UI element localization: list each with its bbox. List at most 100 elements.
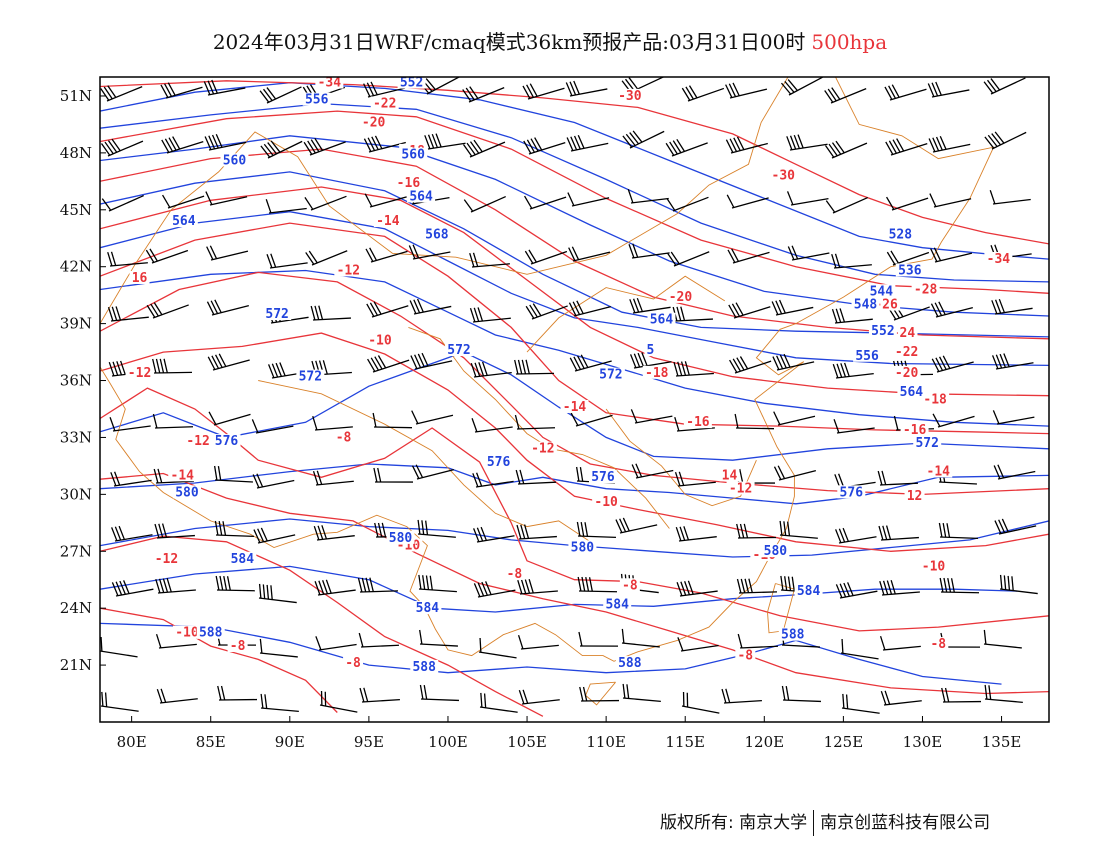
height-label-bg xyxy=(895,263,924,277)
wind-barb xyxy=(786,134,828,151)
copyright-left: 版权所有: 南京大学 xyxy=(660,813,808,833)
temperature-label-bg xyxy=(919,559,948,573)
wind-barb xyxy=(566,134,609,152)
x-tick-label: 125E xyxy=(824,733,864,751)
wind-barb xyxy=(145,248,189,264)
height-label-bg xyxy=(410,659,439,673)
temperature-label: -20 xyxy=(362,115,386,130)
temperature-label-bg xyxy=(984,252,1013,266)
wind-barb xyxy=(736,523,777,539)
temperature-label: -30 xyxy=(772,169,796,184)
wind-barb xyxy=(984,684,1023,703)
y-tick-label: 39N xyxy=(60,315,92,333)
height-label-bg xyxy=(212,434,241,448)
wind-barb xyxy=(424,133,466,150)
x-tick-label: 135E xyxy=(982,733,1022,751)
temperature-label-bg xyxy=(560,399,589,413)
temperature-label: -10 xyxy=(922,559,946,574)
wind-barb xyxy=(931,355,974,373)
x-tick-label: 115E xyxy=(665,733,705,751)
wind-barb xyxy=(786,191,829,206)
height-label: 564 xyxy=(409,189,433,204)
wind-barb xyxy=(217,685,258,701)
wind-barb xyxy=(470,361,512,378)
wind-barb xyxy=(568,300,611,317)
contour-label-layer: -34 -22 -20 -18 -16 -14 -12 16 -10 -12 -12 -8 -14 -14… xyxy=(125,75,1013,675)
temperature-contour xyxy=(100,535,544,717)
height-label-bg xyxy=(778,627,807,641)
wind-barb xyxy=(727,248,770,264)
temperature-label-bg xyxy=(168,468,197,482)
temperature-label: -8 xyxy=(336,430,352,445)
wind-barb xyxy=(621,628,660,648)
wind-barb-layer xyxy=(100,77,1038,714)
wind-barb xyxy=(728,302,771,319)
wind-barb xyxy=(665,138,708,157)
wind-barb xyxy=(736,578,778,594)
height-label: 572 xyxy=(299,370,322,385)
wind-barb xyxy=(473,581,516,598)
wind-barb xyxy=(418,574,457,593)
temperature-label-bg xyxy=(152,551,181,565)
temperature-label-bg xyxy=(227,639,248,653)
temperature-label: -10 xyxy=(175,626,199,641)
wind-barb xyxy=(156,688,198,704)
wind-barb xyxy=(994,518,1037,535)
height-label: 544 xyxy=(870,284,894,299)
height-label: 572 xyxy=(599,368,622,383)
wind-barb xyxy=(989,190,1031,205)
height-label: 588 xyxy=(412,660,436,675)
temperature-label-bg xyxy=(129,270,150,284)
temperature-label: -12 xyxy=(337,263,360,278)
height-label-bg xyxy=(386,530,415,544)
height-label: 580 xyxy=(764,544,788,559)
wind-barb xyxy=(469,252,510,268)
wind-barb xyxy=(411,464,454,480)
temperature-label: -28 xyxy=(914,282,938,297)
wind-barb xyxy=(252,473,295,489)
temperature-label: -8 xyxy=(930,637,946,652)
x-tick-label: 95E xyxy=(354,733,384,751)
height-label: 584 xyxy=(416,601,440,616)
wind-barb xyxy=(154,523,195,539)
temperature-label: -10 xyxy=(594,495,618,510)
copyright-right: 南京创蓝科技有限公司 xyxy=(820,813,991,833)
height-label-bg xyxy=(886,227,915,241)
wind-barb xyxy=(568,246,611,262)
height-label: 564 xyxy=(650,313,674,328)
wind-barb xyxy=(253,527,296,544)
wind-barb xyxy=(938,522,978,540)
temperature-label-bg xyxy=(666,289,695,303)
wind-barb xyxy=(100,691,139,712)
height-label-bg xyxy=(897,384,926,398)
wind-barb xyxy=(462,139,506,158)
height-contour xyxy=(100,269,1049,427)
wind-barb xyxy=(155,578,196,594)
temperature-label: -16 xyxy=(903,423,927,438)
wind-barb xyxy=(929,193,972,208)
temperature-label-bg xyxy=(892,365,921,379)
wind-barb xyxy=(206,299,249,316)
wind-barb xyxy=(886,250,930,266)
temperature-label: -12 xyxy=(531,442,554,457)
height-label-bg xyxy=(868,324,897,338)
wind-barb xyxy=(825,196,868,214)
wind-barb xyxy=(155,633,197,649)
wind-barb xyxy=(315,636,357,651)
y-tick-label: 42N xyxy=(60,258,92,276)
temperature-label-bg xyxy=(619,578,640,592)
wind-barb xyxy=(213,465,253,483)
temperature-label-bg xyxy=(924,464,953,478)
height-label: 588 xyxy=(781,628,805,643)
height-label-bg xyxy=(484,455,513,468)
wind-barb xyxy=(681,692,720,714)
wind-barb xyxy=(266,253,308,269)
wind-barb xyxy=(631,463,674,479)
wind-barb xyxy=(100,636,138,658)
wind-barb xyxy=(417,519,456,538)
y-tick-label: 45N xyxy=(60,201,92,219)
temperature-label-bg xyxy=(343,656,364,670)
temperature-label-bg xyxy=(365,333,394,347)
temperature-label: -34 xyxy=(987,252,1011,267)
